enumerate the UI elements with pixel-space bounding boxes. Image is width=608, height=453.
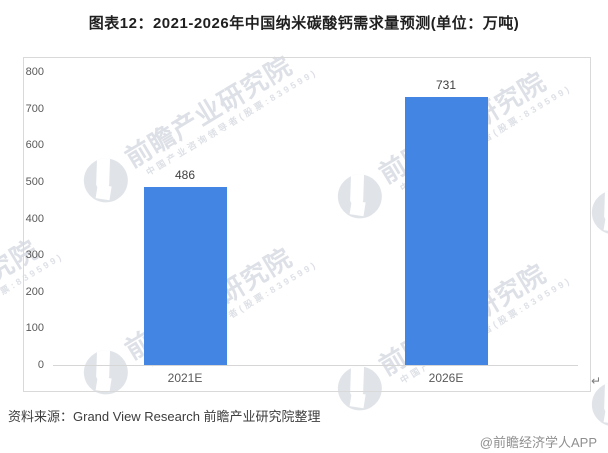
paragraph-return-mark: ↵ — [591, 374, 602, 388]
bar-2021E — [143, 187, 227, 365]
bar-value-label: 486 — [174, 168, 196, 182]
x-axis-line — [53, 365, 578, 366]
y-tick-label: 800 — [25, 66, 44, 78]
y-tick-label: 500 — [25, 175, 44, 188]
y-tick-label: 600 — [25, 139, 44, 152]
y-tick-label: 200 — [25, 285, 44, 298]
y-tick-label: 700 — [25, 102, 44, 115]
source-note: 资料来源：Grand View Research 前瞻产业研究院整理 — [8, 409, 321, 424]
y-tick-label: 400 — [25, 212, 44, 225]
credit-note: @前瞻经济学人APP — [479, 435, 597, 450]
x-category-label: 2021E — [167, 371, 203, 385]
bar-2026E — [404, 97, 488, 365]
y-tick-label: 0 — [37, 359, 44, 371]
y-tick-label: 300 — [25, 249, 44, 262]
chart-plot-frame: 800 700 600 500 400 300 200 100 0 486 2021E 731 202… — [23, 57, 591, 392]
x-category-label: 2026E — [428, 371, 464, 385]
chart-title: 图表12：2021-2026年中国纳米碳酸钙需求量预测(单位：万吨) — [88, 15, 520, 32]
y-tick-label: 100 — [25, 322, 44, 335]
bar-value-label: 731 — [435, 78, 457, 93]
